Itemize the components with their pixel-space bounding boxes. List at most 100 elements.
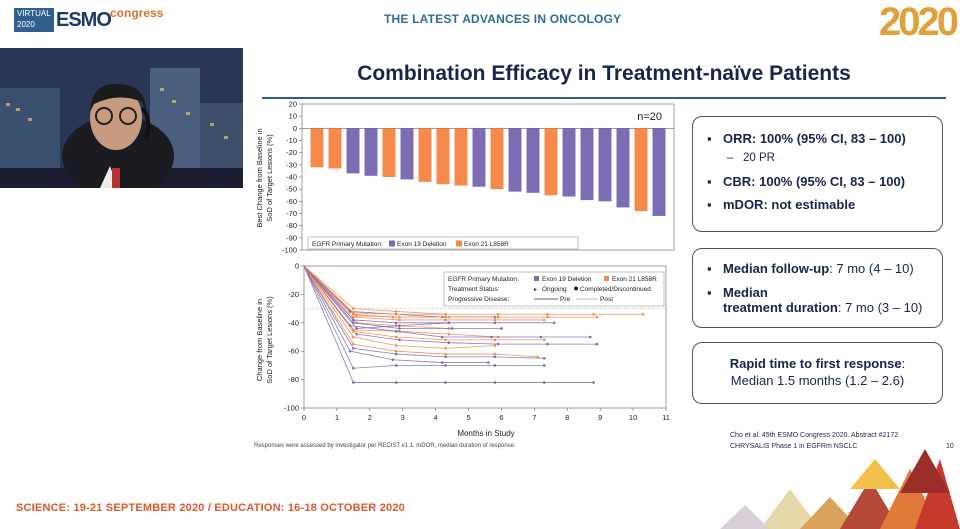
spider-xtick-label: 2 bbox=[368, 413, 372, 422]
waterfall-bar bbox=[544, 128, 558, 196]
ttr-colon: : bbox=[901, 356, 906, 371]
waterfall-legend-title: EGFR Primary Mutation: bbox=[312, 241, 383, 248]
spider-point bbox=[444, 355, 447, 359]
spider-series-line bbox=[303, 265, 545, 359]
spider-point bbox=[352, 318, 355, 322]
spider-point bbox=[352, 381, 355, 384]
spider-point bbox=[440, 361, 444, 364]
spider-point bbox=[542, 381, 546, 384]
spider-point bbox=[552, 321, 556, 325]
header-tagline: THE LATEST ADVANCES IN ONCOLOGY bbox=[384, 12, 622, 26]
waterfall-bar bbox=[454, 128, 468, 186]
mdor-text: mDOR: not estimable bbox=[723, 197, 856, 212]
spider-point bbox=[546, 342, 549, 346]
waterfall-bar bbox=[526, 128, 540, 193]
spider-series-line bbox=[303, 265, 555, 324]
spider-legend-row1-label: EGFR Primary Mutation: bbox=[448, 276, 519, 283]
spider-point bbox=[542, 318, 546, 322]
citation-line-2: CHRYSALIS Phase 1 in EGFRm NSCLC bbox=[730, 443, 858, 450]
waterfall-bar bbox=[508, 128, 522, 192]
waterfall-ytick-label: 0 bbox=[293, 124, 297, 133]
orr-bullet: ORR: 100% (95% CI, 83 – 100) bbox=[707, 131, 906, 146]
slide-title: Combination Efficacy in Treatment-naïve … bbox=[357, 62, 851, 85]
waterfall-legend bbox=[307, 236, 579, 250]
spider-point bbox=[536, 355, 539, 359]
waterfall-ytick-label: 10 bbox=[289, 112, 297, 121]
waterfall-legend-exon21: Exon 21 L858R bbox=[464, 241, 509, 248]
spider-ytick-label: -20 bbox=[288, 290, 299, 299]
spider-ytick-label: -80 bbox=[288, 375, 299, 384]
spider-point bbox=[352, 307, 355, 310]
spider-point bbox=[641, 312, 645, 316]
waterfall-ytick-label: 20 bbox=[289, 100, 297, 109]
spider-legend-row1-b: Exon 21 L858R bbox=[612, 276, 657, 283]
spider-point bbox=[493, 321, 497, 325]
spider-ylabel-2: SoD of Target Lesions (%) bbox=[265, 296, 274, 384]
spider-xtick-label: 9 bbox=[598, 413, 602, 422]
spider-point bbox=[398, 324, 401, 327]
waterfall-bar bbox=[382, 128, 396, 177]
followup-box: Median follow-up: 7 mo (4 – 10) Mediantr… bbox=[692, 248, 943, 328]
followup-value: : 7 mo (4 – 10) bbox=[829, 261, 914, 276]
logo-congress-text: congress bbox=[110, 6, 164, 20]
waterfall-bar bbox=[346, 128, 360, 174]
treatment-duration-value: : 7 mo (3 – 10) bbox=[837, 300, 923, 315]
spider-point bbox=[493, 318, 497, 322]
slide-footnote: Responses were assessed by investigator … bbox=[254, 443, 516, 449]
spider-point bbox=[493, 344, 497, 347]
spider-xtick-label: 6 bbox=[499, 413, 503, 422]
spider-point bbox=[493, 352, 497, 356]
waterfall-ytick-label: -60 bbox=[286, 197, 297, 206]
ttr-value: Median 1.5 months (1.2 – 2.6) bbox=[730, 373, 905, 388]
cbr-bullet: CBR: 100% (95% CI, 83 – 100) bbox=[707, 174, 905, 189]
spider-point bbox=[394, 352, 398, 356]
ongoing-marker-icon: ▸ bbox=[534, 287, 537, 293]
waterfall-bar bbox=[616, 128, 630, 208]
spider-point bbox=[447, 321, 451, 325]
waterfall-ylabel-2: SoD of Target Lesions (%) bbox=[265, 134, 274, 222]
spider-point bbox=[493, 355, 497, 359]
waterfall-ytick-label: -80 bbox=[286, 221, 297, 230]
spider-point bbox=[447, 341, 451, 344]
spider-series-line bbox=[303, 265, 449, 329]
spider-point bbox=[493, 364, 497, 367]
spider-point bbox=[352, 330, 355, 333]
waterfall-ytick-label: -30 bbox=[286, 160, 297, 169]
waterfall-ylabel-1: Best Change from Baseline in bbox=[255, 128, 264, 227]
spider-point bbox=[444, 347, 447, 350]
spider-ytick-label: 0 bbox=[295, 262, 299, 271]
waterfall-ytick-label: -40 bbox=[286, 173, 297, 182]
waterfall-chart: 20 10 0 -10 -20 -30 -40 -50 -60 -70 -80 -90 -100 Bes… bbox=[255, 100, 675, 255]
spider-legend-row1-a: Exon 19 Deletion bbox=[542, 276, 592, 283]
spider-ytick-label: -40 bbox=[288, 318, 299, 327]
spider-point bbox=[542, 338, 546, 342]
waterfall-bar bbox=[652, 128, 666, 216]
spider-xtick-label: 3 bbox=[401, 413, 405, 422]
spider-ytick-label: -60 bbox=[288, 347, 299, 356]
spider-series-line bbox=[303, 265, 545, 369]
spider-ytick-label: -100 bbox=[284, 404, 299, 413]
waterfall-ytick-label: -70 bbox=[286, 209, 297, 218]
spider-point bbox=[539, 335, 543, 339]
spider-legend-swatch-exon19 bbox=[534, 276, 539, 281]
title-divider bbox=[262, 97, 946, 99]
spider-point bbox=[398, 315, 401, 319]
spider-point bbox=[500, 327, 503, 330]
spider-point bbox=[355, 327, 358, 330]
spider-point bbox=[444, 312, 447, 316]
waterfall-bar bbox=[562, 128, 576, 197]
orr-sub-bullet: – 20 PR bbox=[727, 152, 775, 164]
spider-point bbox=[450, 327, 454, 330]
waterfall-legend-exon19: Exon 19 Deletion bbox=[397, 241, 447, 248]
orr-text: ORR: 100% (95% CI, 83 – 100) bbox=[723, 131, 906, 146]
spider-xtick-label: 7 bbox=[532, 413, 536, 422]
spider-series-line bbox=[303, 265, 545, 321]
treatment-duration-label-1: Median bbox=[723, 285, 768, 300]
spider-xlabel: Months in Study bbox=[457, 429, 514, 438]
logo-year-small: 2020 bbox=[17, 20, 35, 29]
spider-point bbox=[490, 335, 493, 339]
spider-legend-row3-b: Post bbox=[600, 296, 613, 303]
waterfall-bar bbox=[634, 128, 648, 212]
